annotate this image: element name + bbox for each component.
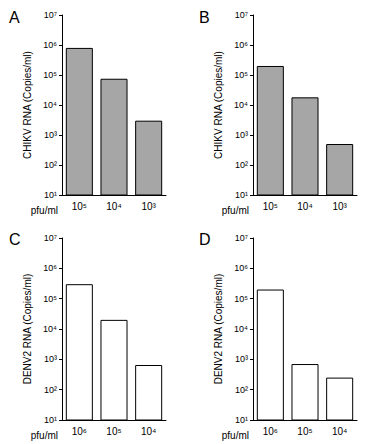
svg-text:10⁵: 10⁵ (43, 294, 57, 304)
svg-text:B: B (199, 9, 210, 26)
svg-text:10⁴: 10⁴ (106, 201, 121, 212)
svg-text:10³: 10³ (332, 201, 347, 212)
svg-text:10⁶: 10⁶ (72, 426, 87, 437)
svg-text:10⁴: 10⁴ (234, 324, 248, 334)
svg-text:10⁴: 10⁴ (141, 426, 156, 437)
svg-text:10³: 10³ (235, 354, 248, 364)
svg-text:DENV2 RNA (Copies/ml): DENV2 RNA (Copies/ml) (22, 274, 33, 385)
svg-text:10⁴: 10⁴ (332, 426, 347, 437)
svg-text:10⁷: 10⁷ (44, 233, 57, 243)
svg-text:10⁴: 10⁴ (43, 324, 57, 334)
svg-text:pfu/ml: pfu/ml (31, 205, 58, 216)
svg-text:10⁷: 10⁷ (44, 10, 57, 20)
svg-text:10⁵: 10⁵ (43, 70, 57, 80)
svg-text:CHIKV RNA (Copies/ml): CHIKV RNA (Copies/ml) (213, 51, 224, 159)
svg-text:10²: 10² (235, 385, 248, 395)
svg-text:pfu/ml: pfu/ml (222, 205, 249, 216)
svg-text:10⁵: 10⁵ (234, 294, 248, 304)
svg-text:10⁶: 10⁶ (234, 263, 248, 273)
svg-text:10⁵: 10⁵ (263, 201, 278, 212)
svg-text:10³: 10³ (141, 201, 156, 212)
svg-text:10⁵: 10⁵ (297, 426, 312, 437)
svg-text:10⁶: 10⁶ (43, 263, 57, 273)
svg-text:10⁴: 10⁴ (297, 201, 312, 212)
svg-text:10²: 10² (235, 160, 248, 170)
svg-text:C: C (9, 231, 21, 248)
svg-text:pfu/ml: pfu/ml (31, 430, 58, 441)
svg-text:10⁴: 10⁴ (43, 100, 57, 110)
svg-text:10²: 10² (44, 385, 57, 395)
svg-text:10⁶: 10⁶ (263, 426, 278, 437)
svg-text:10³: 10³ (44, 354, 57, 364)
svg-text:pfu/ml: pfu/ml (222, 430, 249, 441)
svg-text:10¹: 10¹ (44, 415, 57, 425)
svg-text:10⁶: 10⁶ (43, 40, 57, 50)
svg-text:D: D (199, 231, 211, 248)
svg-text:10³: 10³ (235, 130, 248, 140)
svg-text:10⁵: 10⁵ (234, 70, 248, 80)
svg-text:DENV2 RNA (Copies/ml): DENV2 RNA (Copies/ml) (213, 274, 224, 385)
svg-text:10⁶: 10⁶ (234, 40, 248, 50)
svg-text:10¹: 10¹ (44, 190, 57, 200)
svg-text:10⁷: 10⁷ (235, 10, 248, 20)
svg-text:10¹: 10¹ (235, 415, 248, 425)
svg-text:10²: 10² (44, 160, 57, 170)
svg-text:10³: 10³ (44, 130, 57, 140)
svg-text:A: A (9, 9, 20, 26)
svg-text:10⁷: 10⁷ (235, 233, 248, 243)
svg-text:10¹: 10¹ (235, 190, 248, 200)
svg-text:10⁴: 10⁴ (234, 100, 248, 110)
svg-text:10⁵: 10⁵ (106, 426, 121, 437)
svg-text:10⁵: 10⁵ (72, 201, 87, 212)
svg-text:CHIKV RNA (Copies/ml): CHIKV RNA (Copies/ml) (22, 51, 33, 159)
